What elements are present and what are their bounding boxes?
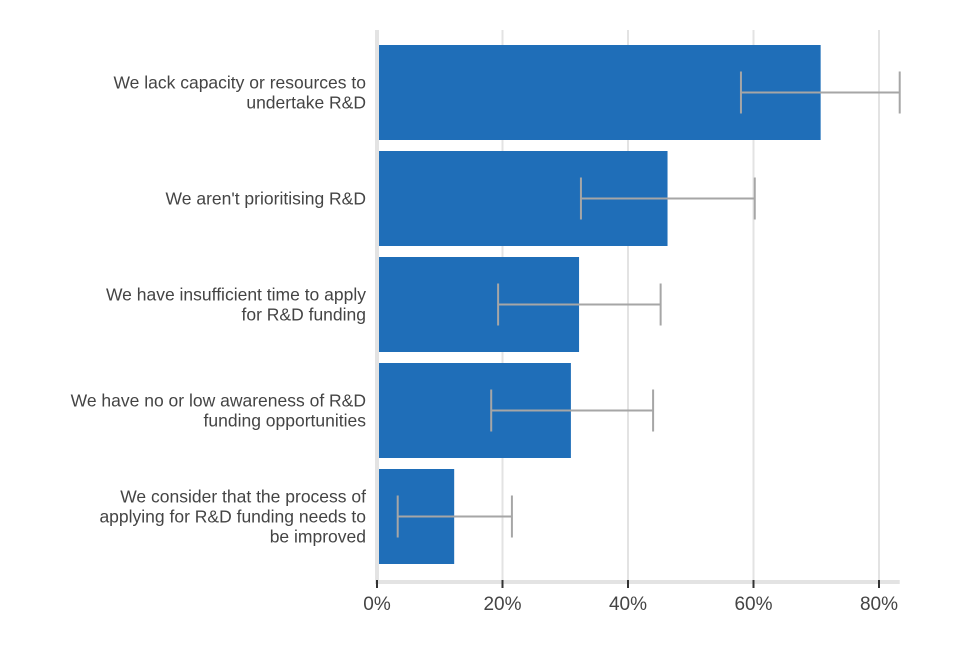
category-label: for R&D funding bbox=[241, 305, 366, 325]
category-label: undertake R&D bbox=[246, 93, 366, 113]
x-tick-label: 40% bbox=[609, 594, 647, 615]
category-label: We consider that the process of bbox=[120, 487, 366, 507]
category-label: applying for R&D funding needs to bbox=[99, 507, 366, 527]
x-tick-label: 0% bbox=[363, 594, 391, 615]
x-tick-label: 20% bbox=[483, 594, 521, 615]
category-label: funding opportunities bbox=[204, 411, 367, 431]
category-label: We aren't prioritising R&D bbox=[166, 189, 366, 209]
x-tick-label: 80% bbox=[860, 594, 898, 615]
category-label: We have no or low awareness of R&D bbox=[71, 391, 366, 411]
category-label: We have insufficient time to apply bbox=[106, 285, 366, 305]
category-label: We lack capacity or resources to bbox=[113, 73, 366, 93]
category-label: be improved bbox=[270, 527, 366, 547]
x-tick-label: 60% bbox=[734, 594, 772, 615]
